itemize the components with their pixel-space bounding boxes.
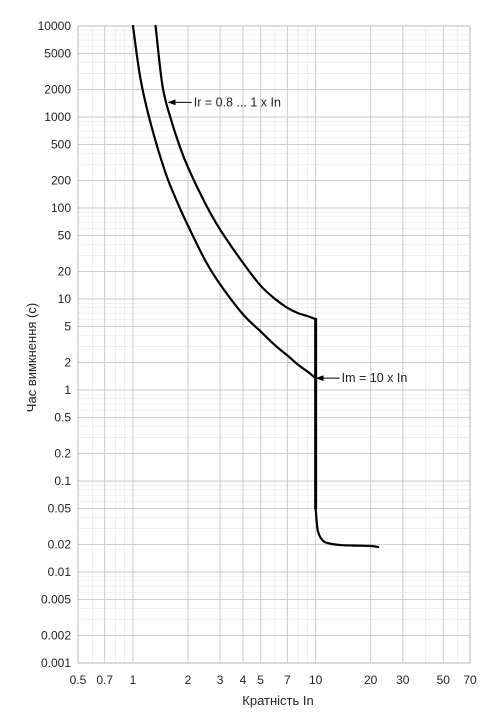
y-tick-label: 200 (51, 174, 71, 188)
y-tick-label: 0.05 (48, 501, 72, 515)
y-tick-label: 0.002 (41, 629, 71, 643)
x-axis-label: Кратність In (242, 693, 313, 708)
y-tick-label: 100 (51, 201, 71, 215)
trip-curve-line-2 (154, 24, 317, 321)
x-tick-label: 0.7 (96, 673, 113, 687)
curve-group (131, 24, 380, 549)
y-tick-label: 0.005 (41, 592, 71, 606)
x-tick-label: 1 (130, 673, 137, 687)
y-tick-label: 2 (64, 356, 71, 370)
annotations: Ir = 0.8 ... 1 x In Im = 10 x In (167, 95, 408, 385)
y-tick-label: 0.001 (41, 656, 71, 670)
y-tick-labels: 10000 5000 2000 1000 500 200 100 50 20 10 5 2 1 0.5 0.… (38, 19, 72, 670)
y-tick-label: 10 (58, 292, 72, 306)
y-tick-label: 50 (58, 228, 72, 242)
annotation-label: Ir = 0.8 ... 1 x In (194, 95, 281, 109)
annotation-label: Im = 10 x In (342, 371, 408, 385)
y-tick-label: 1000 (44, 110, 71, 124)
trip-curve-line-1 (131, 24, 317, 380)
y-tick-label: 5000 (44, 46, 71, 60)
plot-frame (77, 25, 471, 664)
y-tick-label: 0.02 (48, 538, 72, 552)
y-tick-label: 0.01 (48, 565, 72, 579)
x-tick-label: 2 (185, 673, 192, 687)
x-tick-label: 7 (284, 673, 291, 687)
y-tick-label: 0.1 (54, 474, 71, 488)
y-tick-label: 0.2 (54, 447, 71, 461)
y-tick-label: 1 (64, 383, 71, 397)
y-tick-label: 0.5 (54, 410, 71, 424)
x-tick-label: 4 (240, 673, 247, 687)
y-tick-label: 500 (51, 137, 71, 151)
x-tick-label: 5 (257, 673, 264, 687)
y-tick-label: 10000 (38, 19, 72, 33)
x-tick-label: 20 (364, 673, 378, 687)
y-tick-label: 2000 (44, 83, 71, 97)
x-tick-label: 30 (396, 673, 410, 687)
trip-curve-line-4 (314, 507, 380, 549)
x-tick-label: 50 (437, 673, 451, 687)
y-axis-label: Час вимкнення (с) (24, 303, 39, 412)
x-tick-label: 3 (217, 673, 224, 687)
x-tick-label: 70 (463, 673, 477, 687)
x-tick-label: 0.5 (70, 673, 87, 687)
x-tick-label: 10 (309, 673, 323, 687)
y-tick-label: 20 (58, 265, 72, 279)
x-tick-labels: 0.5 0.7 1 2 3 4 5 7 10 20 30 50 70 (70, 673, 477, 687)
y-tick-label: 5 (64, 319, 71, 333)
